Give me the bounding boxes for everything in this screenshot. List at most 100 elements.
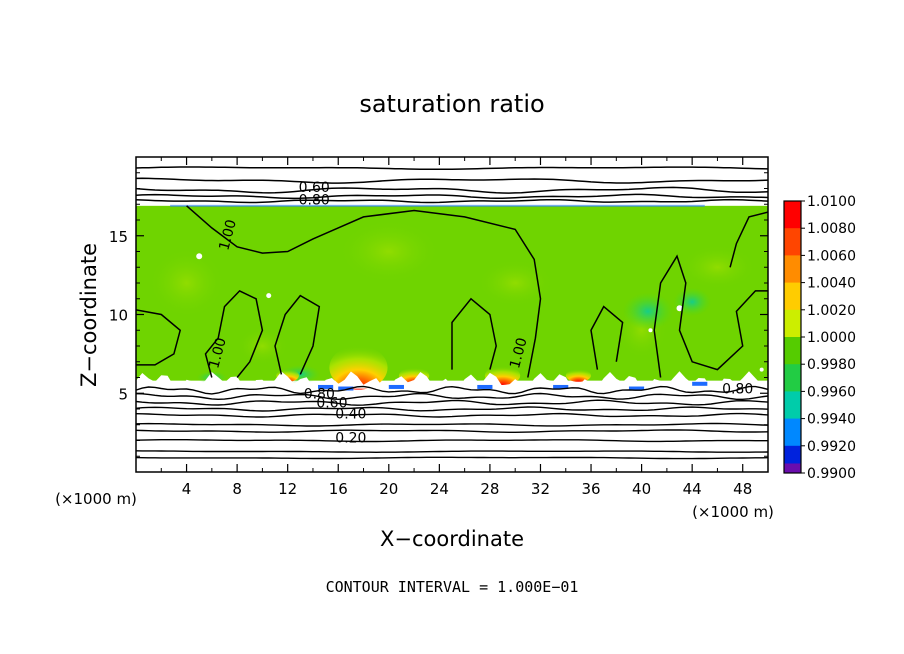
contour-line [204, 289, 264, 378]
contour-line [136, 392, 768, 401]
layer-base-fringe [136, 371, 768, 390]
white-gap [266, 293, 272, 299]
x-tick-label: 8 [232, 480, 242, 498]
x-axis: 4 8 12 16 20 24 28 32 36 40 44 48 [160, 157, 752, 498]
colorbar-tick-label: 1.0040 [807, 276, 856, 292]
contour-label: 1.00 [507, 336, 531, 370]
hot-spot [565, 369, 592, 382]
z-unit-label: (×1000 m) [55, 490, 137, 508]
x-tick-label: 20 [379, 480, 398, 498]
contour-label: 0.40 [335, 407, 366, 423]
y-tick-label: 15 [109, 228, 128, 246]
contour-label: 0.60 [299, 180, 330, 196]
contour-line [136, 456, 768, 460]
contour-line [136, 198, 768, 204]
contour-label: 0.60 [316, 396, 347, 412]
contour-label: 1.00 [216, 218, 240, 252]
contour-line [729, 211, 768, 268]
colorbar-tick-label: 1.0020 [807, 303, 856, 319]
contour-line [653, 254, 768, 378]
x-tick-label: 16 [329, 480, 348, 498]
x-tick-label: 28 [480, 480, 499, 498]
x-tick-label: 4 [182, 480, 192, 498]
colorbar-cap-bottom [784, 463, 801, 473]
base-blue-patch [553, 384, 569, 389]
y-tick-label: 10 [109, 307, 128, 325]
contour-interval-note: CONTOUR INTERVAL = 1.000E−01 [326, 578, 579, 596]
colorbar-swatch [784, 337, 801, 365]
colorbar-swatch [784, 364, 801, 392]
base-blue-patch [318, 384, 334, 389]
contour-label: 1.00 [206, 336, 230, 370]
colorbar-swatch [784, 255, 801, 284]
x-axis-label: X−coordinate [380, 527, 524, 551]
x-tick-label: 32 [531, 480, 550, 498]
contour-line [186, 205, 542, 378]
white-gap [196, 253, 203, 260]
contour-line [136, 406, 768, 412]
white-gap [648, 328, 653, 333]
contour-line [136, 177, 768, 184]
contour-line [274, 294, 321, 375]
colorbar: 1.0100 1.0080 1.0060 1.0040 1.0020 1.0000 0.99… [783, 194, 856, 482]
top-rim [170, 204, 705, 207]
cyan-patch [673, 287, 712, 317]
cyan-patch [622, 292, 674, 331]
colorbar-swatch [784, 282, 801, 311]
colorbar-tick-label: 1.0080 [807, 221, 856, 237]
contour-line [136, 166, 768, 171]
contour-label: 0.80 [722, 382, 753, 398]
contour-line [136, 399, 768, 406]
contour-line [590, 305, 624, 370]
base-blue-patch [628, 386, 645, 391]
field-streak [338, 220, 440, 283]
contour-line [136, 429, 768, 433]
x-tick-label: 12 [278, 480, 297, 498]
colorbar-tick-label: 1.0100 [807, 194, 856, 210]
plot-area: 0.600.801.001.00 1.000.800.600.400.200.80… [109, 156, 769, 498]
contour-line [136, 309, 182, 366]
contour-line [136, 193, 768, 200]
contour-label: 0.80 [299, 193, 330, 209]
field-streak [237, 327, 288, 365]
x-unit-label: (×1000 m) [692, 503, 774, 521]
colorbar-swatch [784, 418, 801, 447]
colorbar-tick-label: 0.9960 [807, 384, 856, 400]
chart-title: saturation ratio [359, 90, 544, 118]
field-streak [148, 248, 225, 318]
base-blue-patch [388, 384, 404, 389]
colorbar-tick-label: 1.0060 [807, 248, 856, 264]
saturated-field [136, 204, 768, 391]
contour-lines [136, 166, 768, 460]
colorbar-swatch [784, 309, 801, 338]
colorbar-swatch [784, 201, 801, 229]
contour-line [136, 439, 768, 443]
colorbar-swatch [784, 391, 801, 420]
colorbar-tick-label: 0.9900 [807, 466, 856, 482]
contour-line [136, 422, 768, 427]
base-blue-patch [338, 386, 354, 391]
y-axis: 5 10 15 [109, 172, 768, 457]
contour-line [136, 385, 768, 395]
base-blue-patch [692, 381, 708, 386]
colorbar-tick-label: 1.0000 [807, 330, 856, 346]
contour-line [451, 297, 497, 370]
x-tick-label: 24 [430, 480, 449, 498]
hot-spot [329, 345, 388, 390]
contour-label: 0.20 [335, 430, 366, 446]
colorbar-tick-label: 0.9980 [807, 357, 856, 373]
white-gap [676, 305, 683, 312]
contour-line [136, 412, 768, 418]
x-tick-label: 36 [581, 480, 600, 498]
contour-line [136, 186, 768, 194]
x-tick-label: 40 [632, 480, 651, 498]
colorbar-tick-label: 0.9940 [807, 412, 856, 428]
contour-line [136, 450, 768, 454]
field-streak [679, 245, 756, 290]
colorbar-tick-label: 0.9920 [807, 439, 856, 455]
y-tick-label: 5 [118, 385, 128, 403]
y-axis-label: Z−coordinate [77, 243, 101, 387]
white-gap [759, 367, 764, 372]
contour-label: 0.80 [304, 386, 335, 402]
